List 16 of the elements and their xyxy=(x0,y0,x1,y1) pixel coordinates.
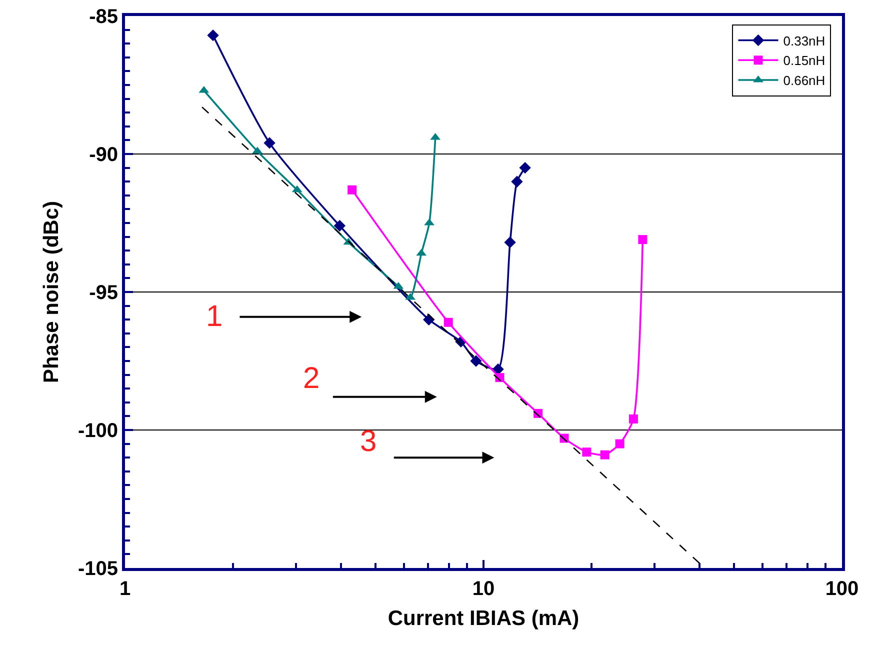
annotation: 3 xyxy=(360,425,377,458)
annotation: 1 xyxy=(206,300,223,333)
y-tick-label: -95 xyxy=(89,282,118,304)
legend-label: 0.66nH xyxy=(783,73,826,88)
y-tick-label: -85 xyxy=(89,6,118,28)
y-tick-label: -105 xyxy=(78,558,118,580)
x-axis-title: Current IBIAS (mA) xyxy=(388,607,580,630)
y-tick-label: -90 xyxy=(89,144,118,166)
legend-label: 0.15nH xyxy=(783,53,826,68)
y-axis-title: Phase noise (dBc) xyxy=(40,200,64,384)
legend-label: 0.33nH xyxy=(783,33,826,48)
x-tick-label: 10 xyxy=(472,578,495,600)
x-tick-label: 1 xyxy=(119,578,131,600)
annotation: 2 xyxy=(303,362,320,395)
y-tick-label: -100 xyxy=(78,420,118,442)
x-tick-label: 100 xyxy=(825,578,859,600)
